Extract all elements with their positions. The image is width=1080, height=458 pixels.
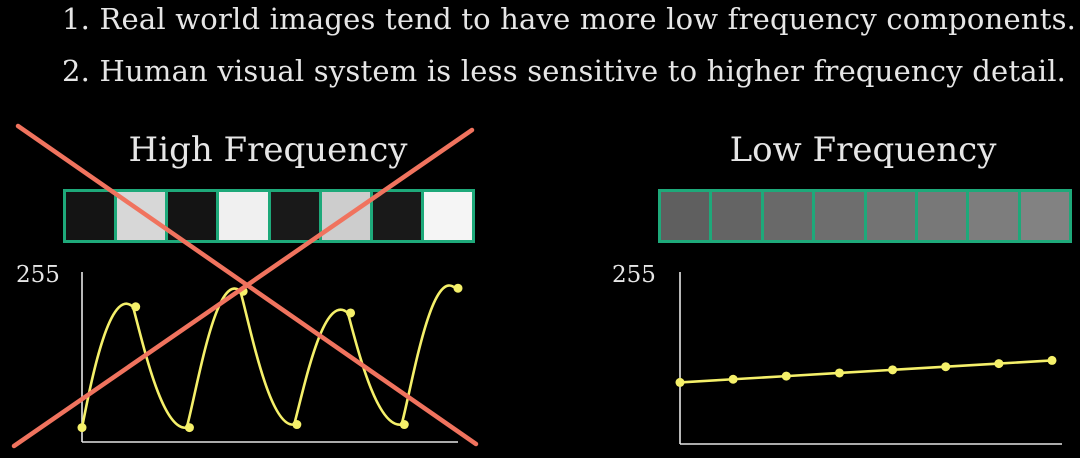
high-frequency-pixel-cell-8 (423, 192, 472, 240)
low-frequency-point-2 (728, 374, 738, 384)
high-frequency-point-3 (184, 423, 194, 433)
high-frequency-point-7 (399, 420, 409, 430)
bullet-item-1: 1. Real world images tend to have more l… (62, 2, 1076, 36)
cross-out-line-2 (11, 127, 475, 449)
low-frequency-pixel-cell-6 (917, 192, 967, 240)
high-frequency-point-1 (77, 423, 87, 433)
low-frequency-point-8 (1047, 355, 1057, 365)
low-frequency-title: Low Frequency (729, 130, 997, 170)
bullet-item-2: 2. Human visual system is less sensitive… (62, 54, 1066, 88)
low-frequency-pixel-cell-7 (969, 192, 1018, 240)
high-frequency-curve (80, 284, 457, 429)
low-frequency-line (679, 359, 1053, 384)
high-frequency-title: High Frequency (128, 130, 408, 170)
low-frequency-pixel-strip (658, 189, 1072, 243)
low-frequency-point-4 (834, 368, 844, 378)
low-frequency-pixel-cell-8 (1020, 192, 1069, 240)
high-frequency-pixel-cell-1 (66, 192, 115, 240)
low-frequency-point-6 (941, 362, 951, 372)
bullet-text: Real world images tend to have more low … (99, 2, 1077, 36)
low-frequency-point-1 (675, 377, 685, 387)
high-frequency-point-6 (346, 308, 356, 318)
low-frequency-point-3 (781, 371, 791, 381)
low-frequency-y-axis-label: 255 (612, 262, 656, 288)
high-frequency-pixel-cell-5 (270, 192, 319, 240)
low-frequency-point-5 (888, 365, 898, 375)
low-frequency-point-7 (994, 359, 1004, 369)
bullet-number: 1. (62, 2, 91, 36)
high-frequency-point-8 (453, 283, 463, 293)
bullet-text: Human visual system is less sensitive to… (99, 54, 1067, 88)
high-frequency-pixel-cell-3 (168, 192, 217, 240)
high-frequency-y-axis-label: 255 (16, 262, 60, 288)
bullet-number: 2. (62, 54, 91, 88)
high-frequency-pixel-cell-4 (219, 192, 268, 240)
high-frequency-point-2 (131, 302, 141, 312)
low-frequency-pixel-cell-4 (815, 192, 864, 240)
low-frequency-pixel-cell-2 (712, 192, 761, 240)
low-frequency-pixel-cell-5 (866, 192, 915, 240)
high-frequency-pixel-cell-7 (372, 192, 421, 240)
high-frequency-point-5 (292, 420, 302, 430)
low-frequency-pixel-cell-3 (763, 192, 813, 240)
low-frequency-pixel-cell-1 (661, 192, 710, 240)
